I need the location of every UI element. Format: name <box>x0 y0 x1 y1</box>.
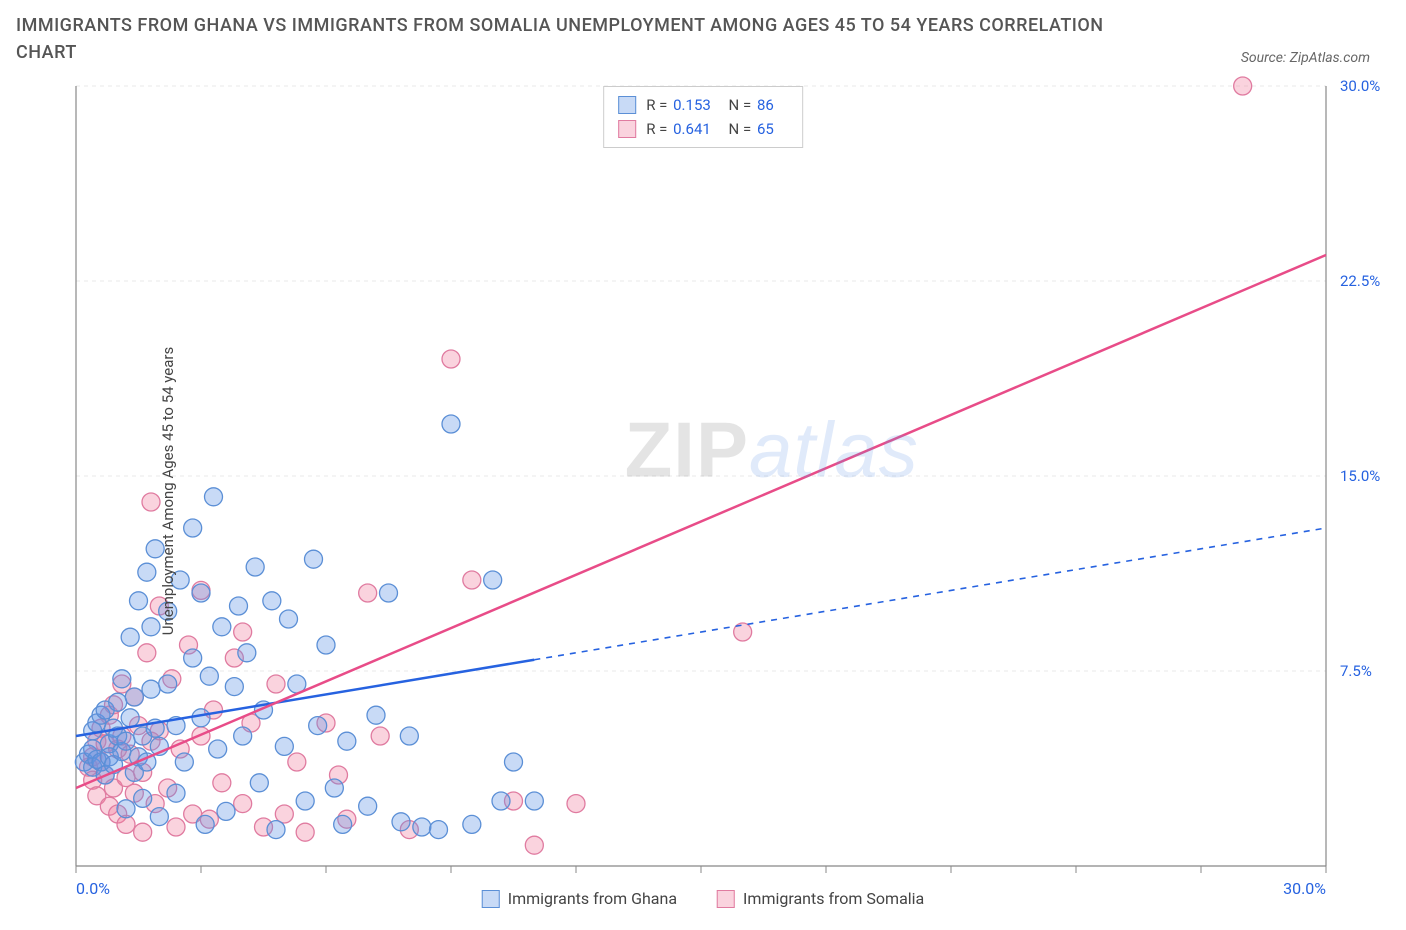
legend-series: Immigrants from Ghana Immigrants from So… <box>482 889 925 908</box>
page-title: IMMIGRANTS FROM GHANA VS IMMIGRANTS FROM… <box>16 12 1116 66</box>
svg-text:30.0%: 30.0% <box>1340 77 1380 95</box>
source-label: Source: ZipAtlas.com <box>1241 50 1390 66</box>
r-label: R = <box>646 96 667 114</box>
n-value-somalia: 65 <box>757 120 774 138</box>
legend-item-somalia: Immigrants from Somalia <box>717 889 924 908</box>
swatch-ghana <box>618 96 636 114</box>
svg-text:22.5%: 22.5% <box>1340 272 1380 290</box>
n-value-ghana: 86 <box>757 96 774 114</box>
legend-row-ghana: R = 0.153 N = 86 <box>618 93 788 117</box>
y-axis-label: Unemployment Among Ages 45 to 54 years <box>159 347 177 635</box>
legend-item-ghana: Immigrants from Ghana <box>482 889 677 908</box>
svg-text:30.0%: 30.0% <box>1283 879 1326 898</box>
r-value-somalia: 0.641 <box>673 120 711 138</box>
swatch-somalia <box>618 120 636 138</box>
chart-container: Unemployment Among Ages 45 to 54 years R… <box>16 76 1390 906</box>
swatch-ghana <box>482 890 500 908</box>
series-label-somalia: Immigrants from Somalia <box>743 889 924 908</box>
series-label-ghana: Immigrants from Ghana <box>508 889 677 908</box>
r-value-ghana: 0.153 <box>673 96 711 114</box>
n-label: N = <box>729 96 752 114</box>
n-label: N = <box>729 120 752 138</box>
r-label: R = <box>646 120 667 138</box>
scatter-chart: 7.5% 15.0% 22.5% 30.0% 0.0% 30.0% <box>16 76 1386 906</box>
svg-text:15.0%: 15.0% <box>1340 467 1380 485</box>
svg-text:0.0%: 0.0% <box>76 879 110 898</box>
legend-row-somalia: R = 0.641 N = 65 <box>618 117 788 141</box>
svg-text:7.5%: 7.5% <box>1340 662 1372 680</box>
legend-stats: R = 0.153 N = 86 R = 0.641 N = 65 <box>603 86 803 148</box>
swatch-somalia <box>717 890 735 908</box>
